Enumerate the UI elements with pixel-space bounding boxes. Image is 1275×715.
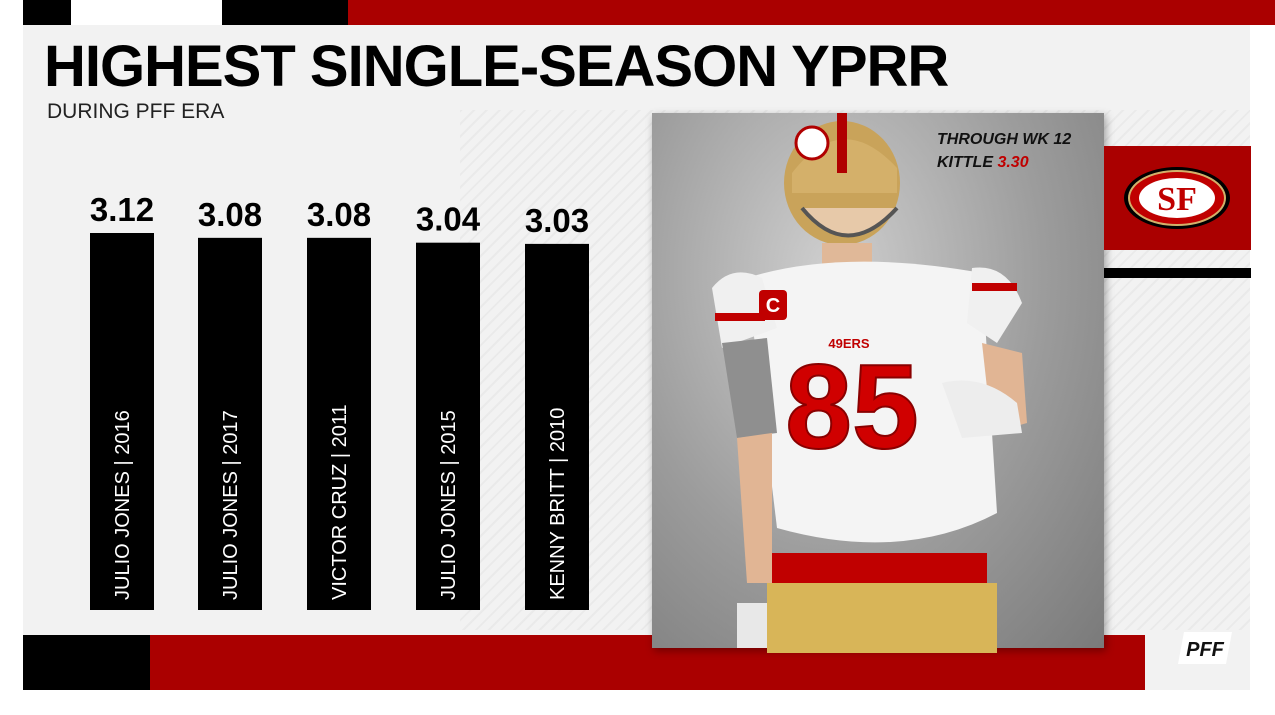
player-photo: C 49ERS 85 (652, 113, 1104, 653)
svg-text:49ERS: 49ERS (828, 336, 870, 351)
bar-value-label-1: 3.08 (198, 196, 262, 233)
bar-category-label-1: JULIO JONES | 2017 (220, 410, 242, 600)
bar-1 (198, 237, 262, 610)
top-band-black-2 (222, 0, 348, 25)
team-logo: SF (1124, 167, 1230, 229)
note-line-2: KITTLE 3.30 (937, 151, 1071, 174)
bar-value-label-4: 3.03 (525, 202, 589, 239)
note-player: KITTLE (937, 154, 993, 171)
bar-3 (416, 242, 480, 610)
bar-category-label-4: KENNY BRITT | 2010 (547, 408, 569, 600)
svg-text:C: C (766, 295, 780, 317)
note-value: 3.30 (997, 154, 1029, 171)
svg-text:SF: SF (1157, 181, 1197, 218)
pff-logo: PFF (1176, 628, 1234, 668)
note-line-1: THROUGH WK 12 (937, 131, 1072, 148)
kittle-note: THROUGH WK 12 KITTLE 3.30 (937, 128, 1071, 174)
top-band-white (71, 0, 222, 25)
captain-patch (759, 290, 787, 320)
svg-text:PFF: PFF (1186, 639, 1225, 661)
top-band-black (23, 0, 71, 25)
chart-subtitle: DURING PFF ERA (47, 100, 225, 123)
bar-value-label-0: 3.12 (90, 191, 154, 228)
bar-category-label-3: JULIO JONES | 2015 (438, 410, 460, 600)
logo-divider (1104, 268, 1251, 278)
bar-4 (525, 243, 589, 610)
chart-title: HIGHEST SINGLE-SEASON YPRR (44, 34, 949, 99)
bar-category-label-0: JULIO JONES | 2016 (112, 410, 134, 600)
bottom-band-black (23, 635, 150, 690)
bar-value-label-3: 3.04 (416, 201, 481, 238)
team-logo-panel: SF (1104, 146, 1251, 250)
bar-category-label-2: VICTOR CRUZ | 2011 (329, 404, 351, 600)
bar-0 (90, 233, 154, 610)
bar-value-label-2: 3.08 (307, 196, 371, 233)
top-band-red (348, 0, 1275, 25)
bar-2 (307, 237, 371, 610)
player-illustration: C 49ERS 85 (712, 113, 1027, 653)
svg-text:85: 85 (785, 340, 918, 474)
